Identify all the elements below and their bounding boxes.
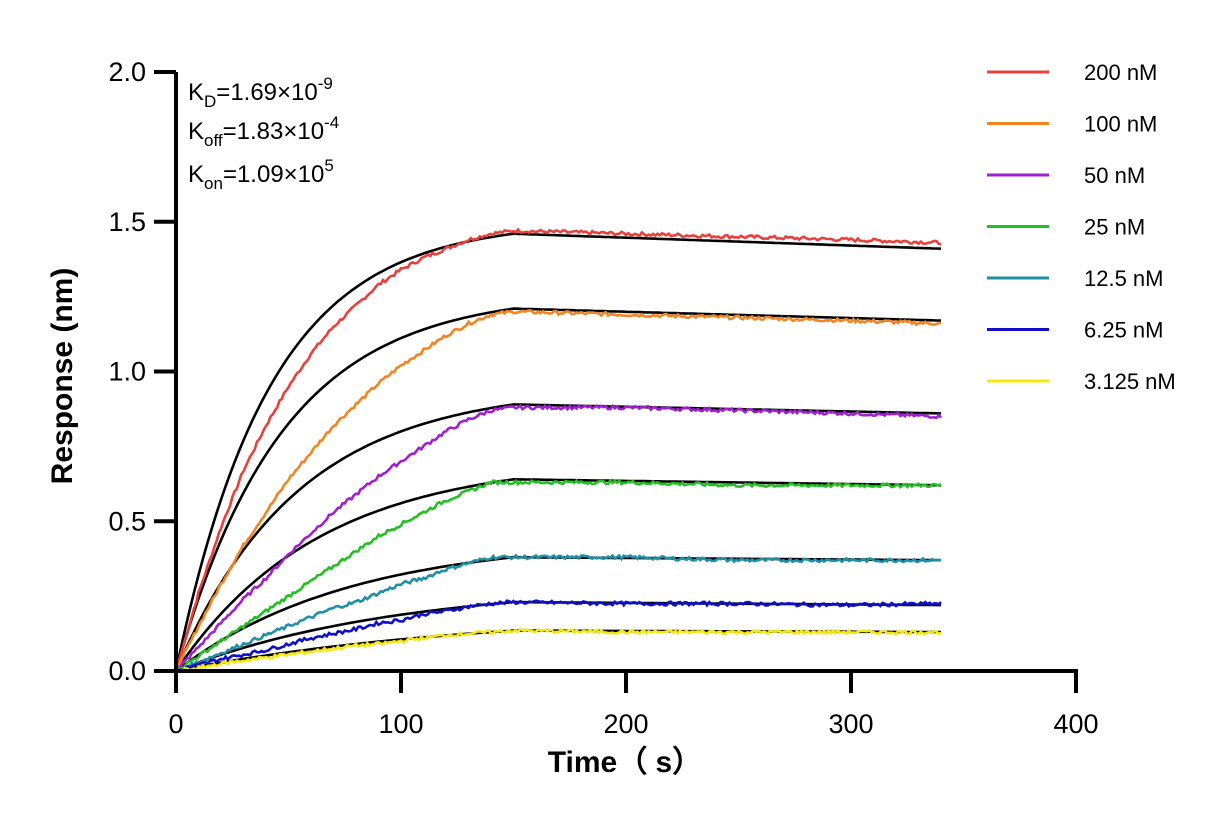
x-tick-label: 300 [828, 709, 873, 739]
data-series [174, 227, 943, 673]
y-tick-label: 0.0 [108, 656, 146, 686]
koff-annotation: Koff=1.83×10-4 [188, 113, 339, 150]
series-line [174, 308, 942, 672]
fit-curve [174, 477, 942, 672]
kon-annotation: Kon=1.09×105 [188, 156, 334, 193]
fit-curve [174, 232, 942, 672]
x-tick-label: 100 [378, 709, 423, 739]
legend-label: 12.5 nM [1084, 266, 1164, 291]
series-line [175, 553, 942, 673]
x-axis-title: Time（ s） [548, 745, 703, 779]
legend-label: 200 nM [1084, 60, 1157, 85]
y-tick-label: 0.5 [108, 506, 146, 536]
legend-label: 25 nM [1084, 215, 1145, 240]
kinetic-constants-annotation: KD=1.69×10-9 Koff=1.83×10-4 Kon=1.09×105 [188, 74, 339, 193]
series-line [175, 478, 942, 673]
y-tick-label: 1.0 [108, 357, 146, 387]
fit-curve [174, 403, 942, 672]
legend-label: 50 nM [1084, 163, 1145, 188]
series-line [175, 403, 943, 672]
legend-label: 6.25 nM [1084, 318, 1164, 343]
y-axis-ticks: 0.0 0.5 1.0 1.5 2.0 [108, 57, 176, 686]
x-tick-label: 0 [168, 709, 183, 739]
series-line [175, 599, 942, 673]
kd-annotation: KD=1.69×10-9 [188, 74, 333, 111]
x-axis-ticks: 0 100 200 300 400 [168, 671, 1099, 739]
y-tick-label: 1.5 [108, 207, 146, 237]
y-tick-label: 2.0 [108, 57, 146, 87]
legend: 200 nM 100 nM 50 nM 25 nM 12.5 nM 6.25 nM 3.12… [987, 60, 1176, 394]
fit-curve [174, 307, 942, 672]
fit-curve [175, 629, 942, 673]
legend-label: 100 nM [1084, 112, 1157, 137]
x-tick-label: 400 [1053, 709, 1098, 739]
y-axis-title: Response (nm) [46, 268, 79, 485]
series-line [174, 227, 942, 672]
x-tick-label: 200 [603, 709, 648, 739]
series-line [175, 627, 942, 673]
fit-curve [175, 600, 941, 673]
legend-label: 3.125 nM [1084, 369, 1176, 394]
